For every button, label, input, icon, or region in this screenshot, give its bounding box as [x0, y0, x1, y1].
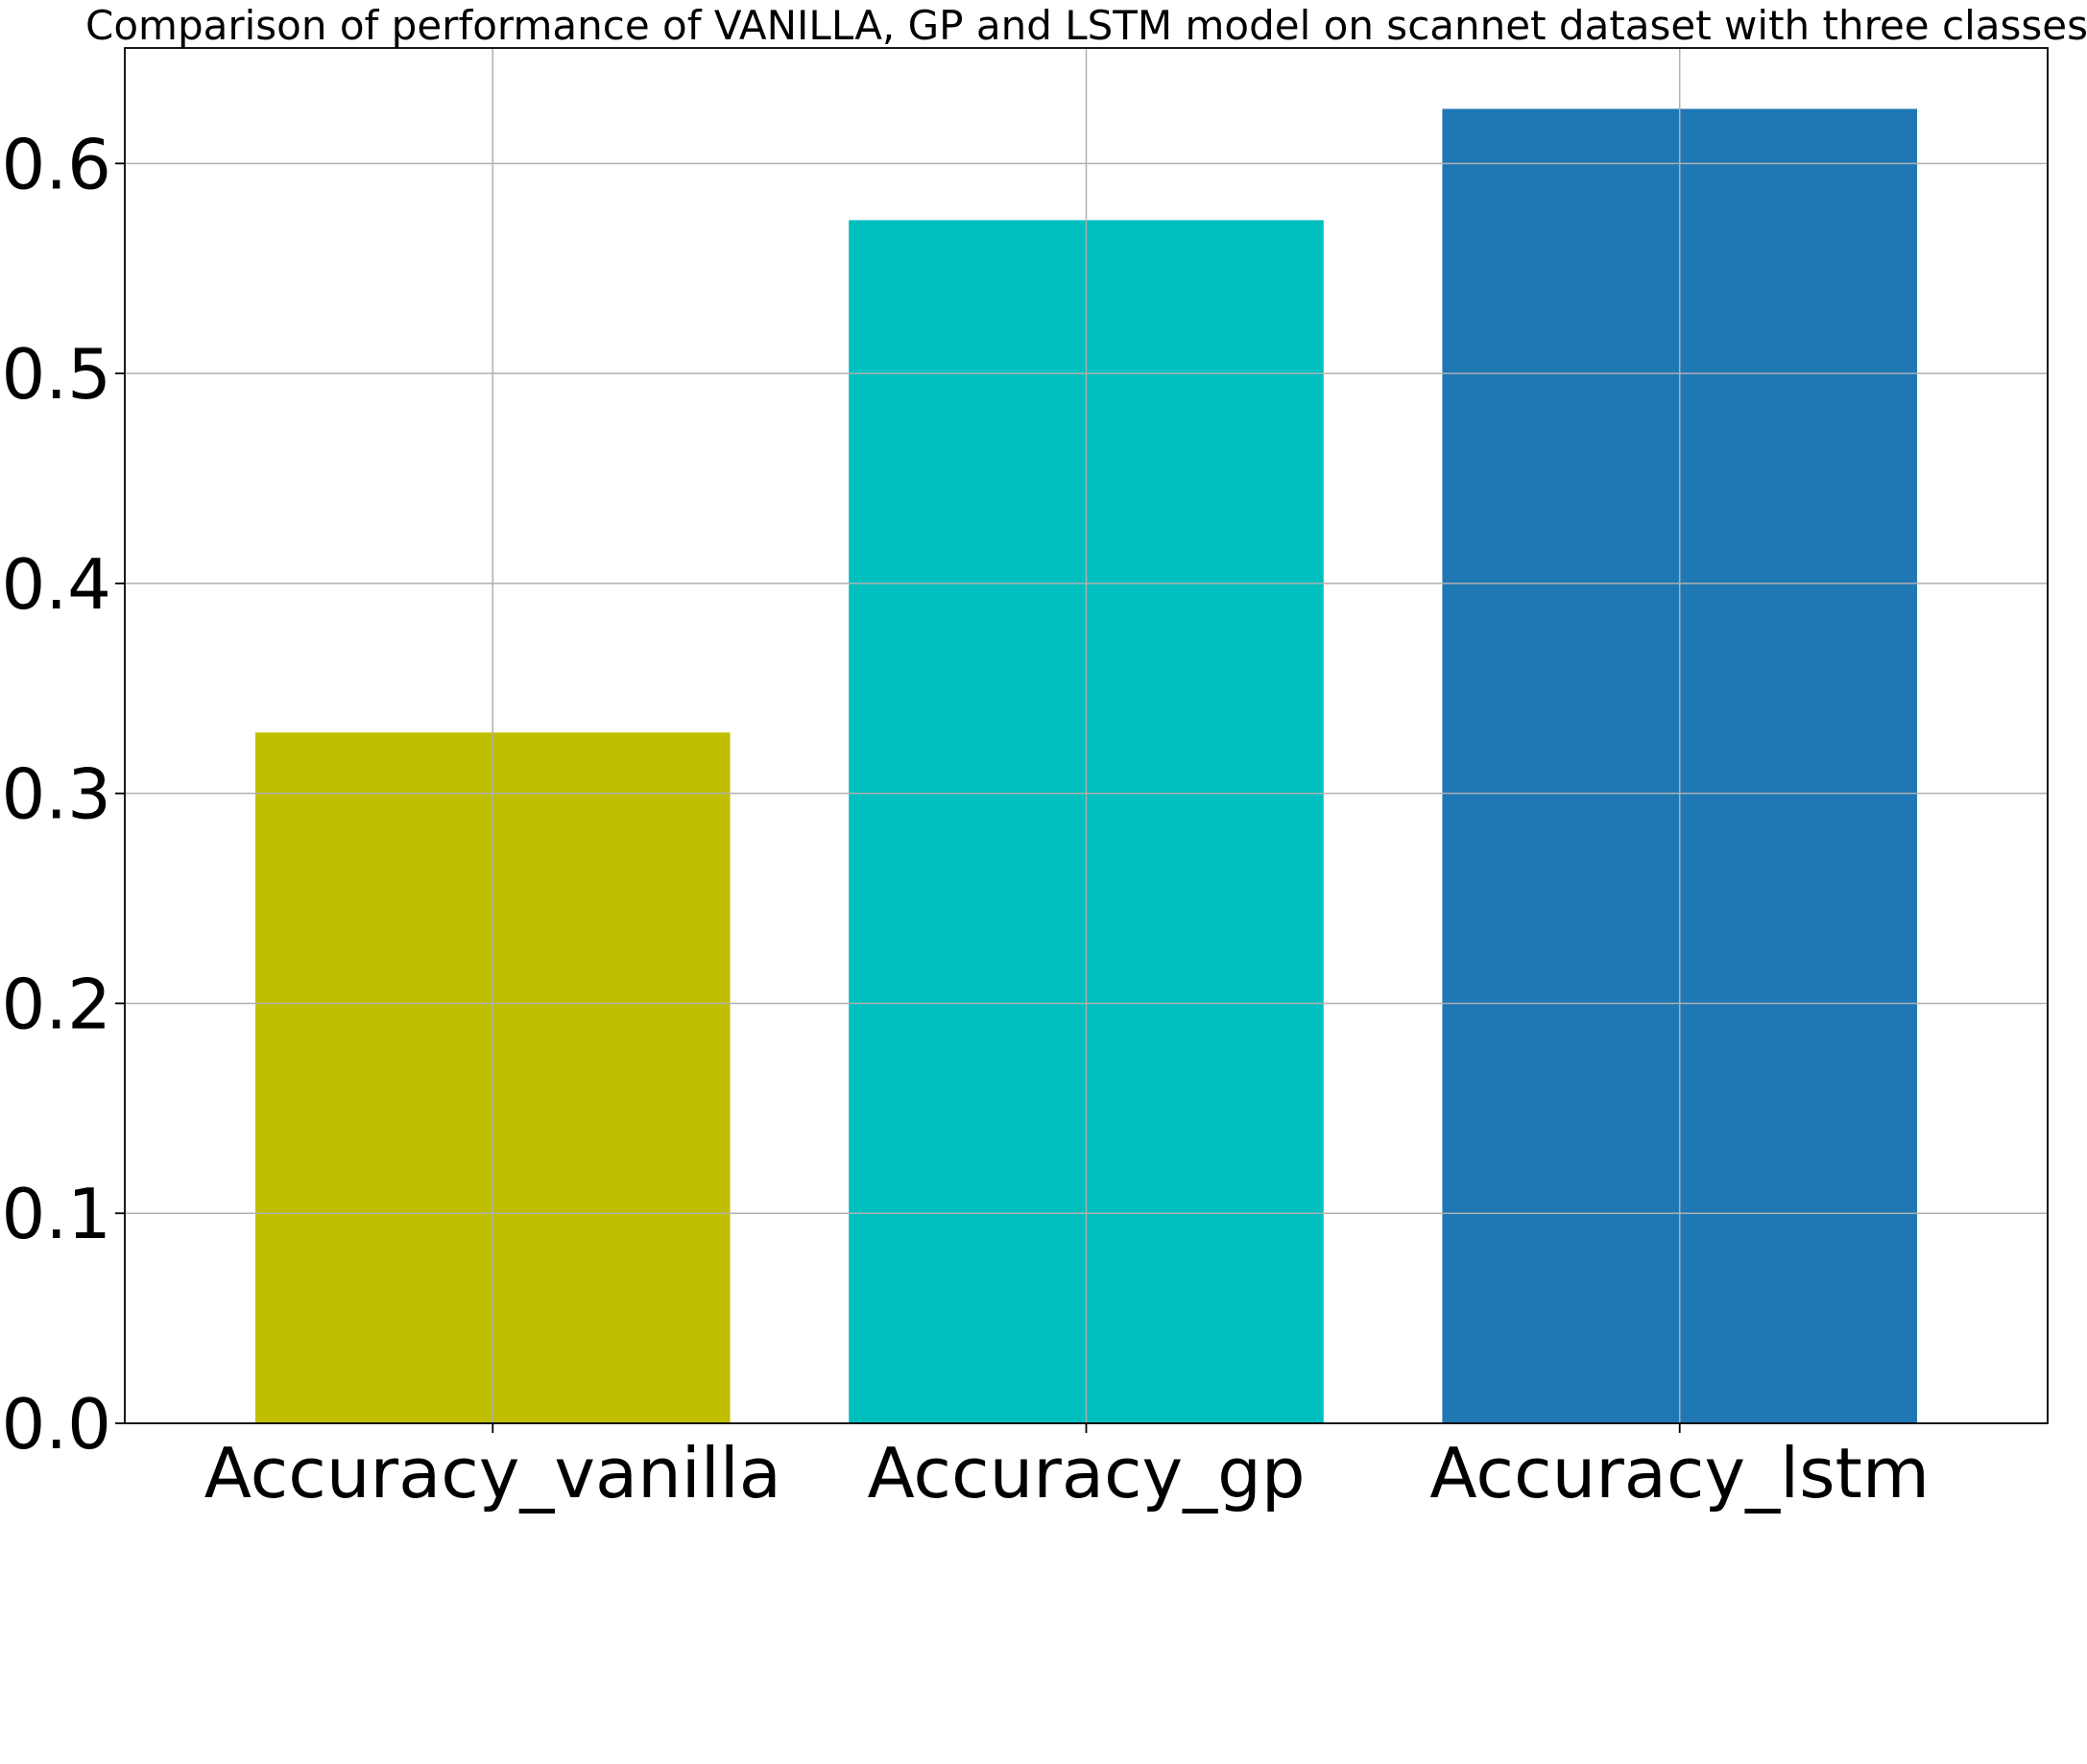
grid: [125, 48, 2048, 1424]
x-tick-label: Accuracy_lstm: [1429, 1433, 1930, 1514]
x-axis: Accuracy_vanilla Accuracy_gp Accuracy_lstm: [204, 1423, 1930, 1514]
y-tick-label: 0.1: [1, 1174, 111, 1254]
y-tick-label: 0.0: [1, 1384, 111, 1465]
y-tick-label: 0.4: [1, 544, 111, 625]
x-tick-label: Accuracy_gp: [867, 1433, 1305, 1514]
y-tick-label: 0.2: [1, 964, 111, 1044]
y-tick-label: 0.6: [1, 124, 111, 204]
y-axis: 0.0 0.1 0.2 0.3 0.4 0.5 0.6: [1, 124, 125, 1465]
axes-frame: [124, 47, 2049, 1424]
y-tick-label: 0.5: [1, 334, 111, 415]
x-tick-label: Accuracy_vanilla: [204, 1433, 781, 1514]
chart-title: Comparison of performance of VANILLA, GP…: [85, 2, 2087, 49]
y-tick-label: 0.3: [1, 754, 111, 835]
